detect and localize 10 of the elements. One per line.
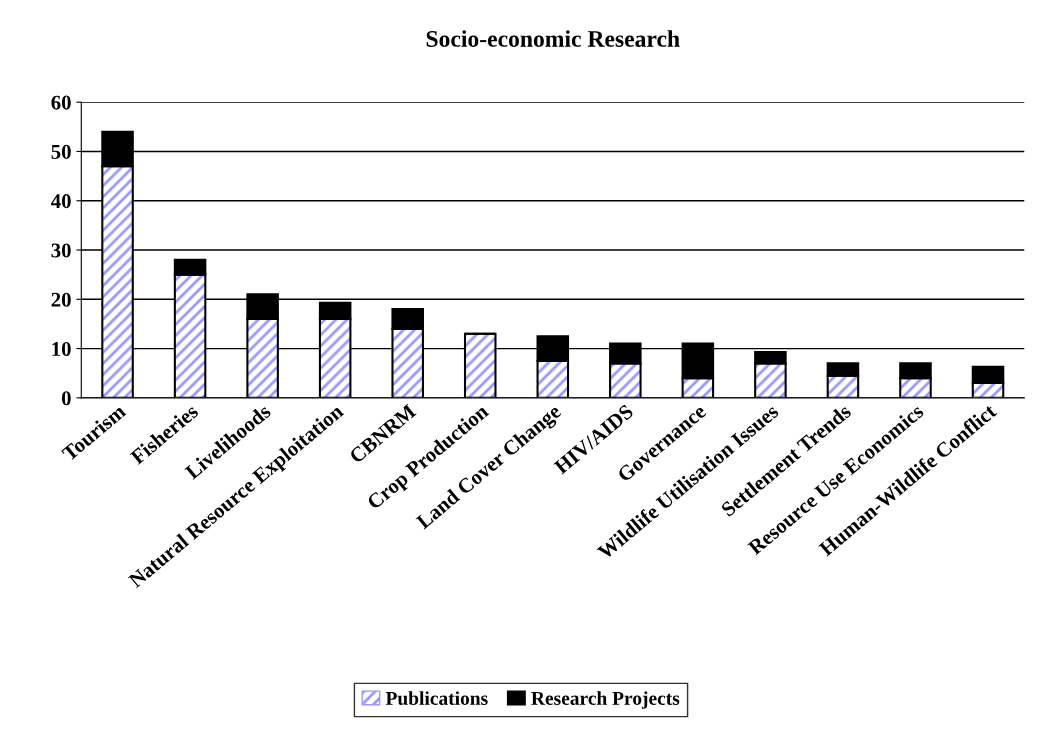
- y-tick-label: 20: [51, 292, 71, 307]
- chart-title: Socio-economic Research: [426, 30, 680, 47]
- y-tick-label: 30: [51, 243, 71, 258]
- legend-label: Publications: [385, 691, 488, 705]
- y-tick-label: 40: [51, 194, 71, 209]
- y-tick-label: 50: [51, 144, 71, 159]
- y-tick-label: 0: [61, 391, 71, 406]
- legend-label: Research Projects: [531, 691, 680, 709]
- y-tick-label: 60: [51, 95, 71, 110]
- y-tick-label: 10: [52, 341, 71, 357]
